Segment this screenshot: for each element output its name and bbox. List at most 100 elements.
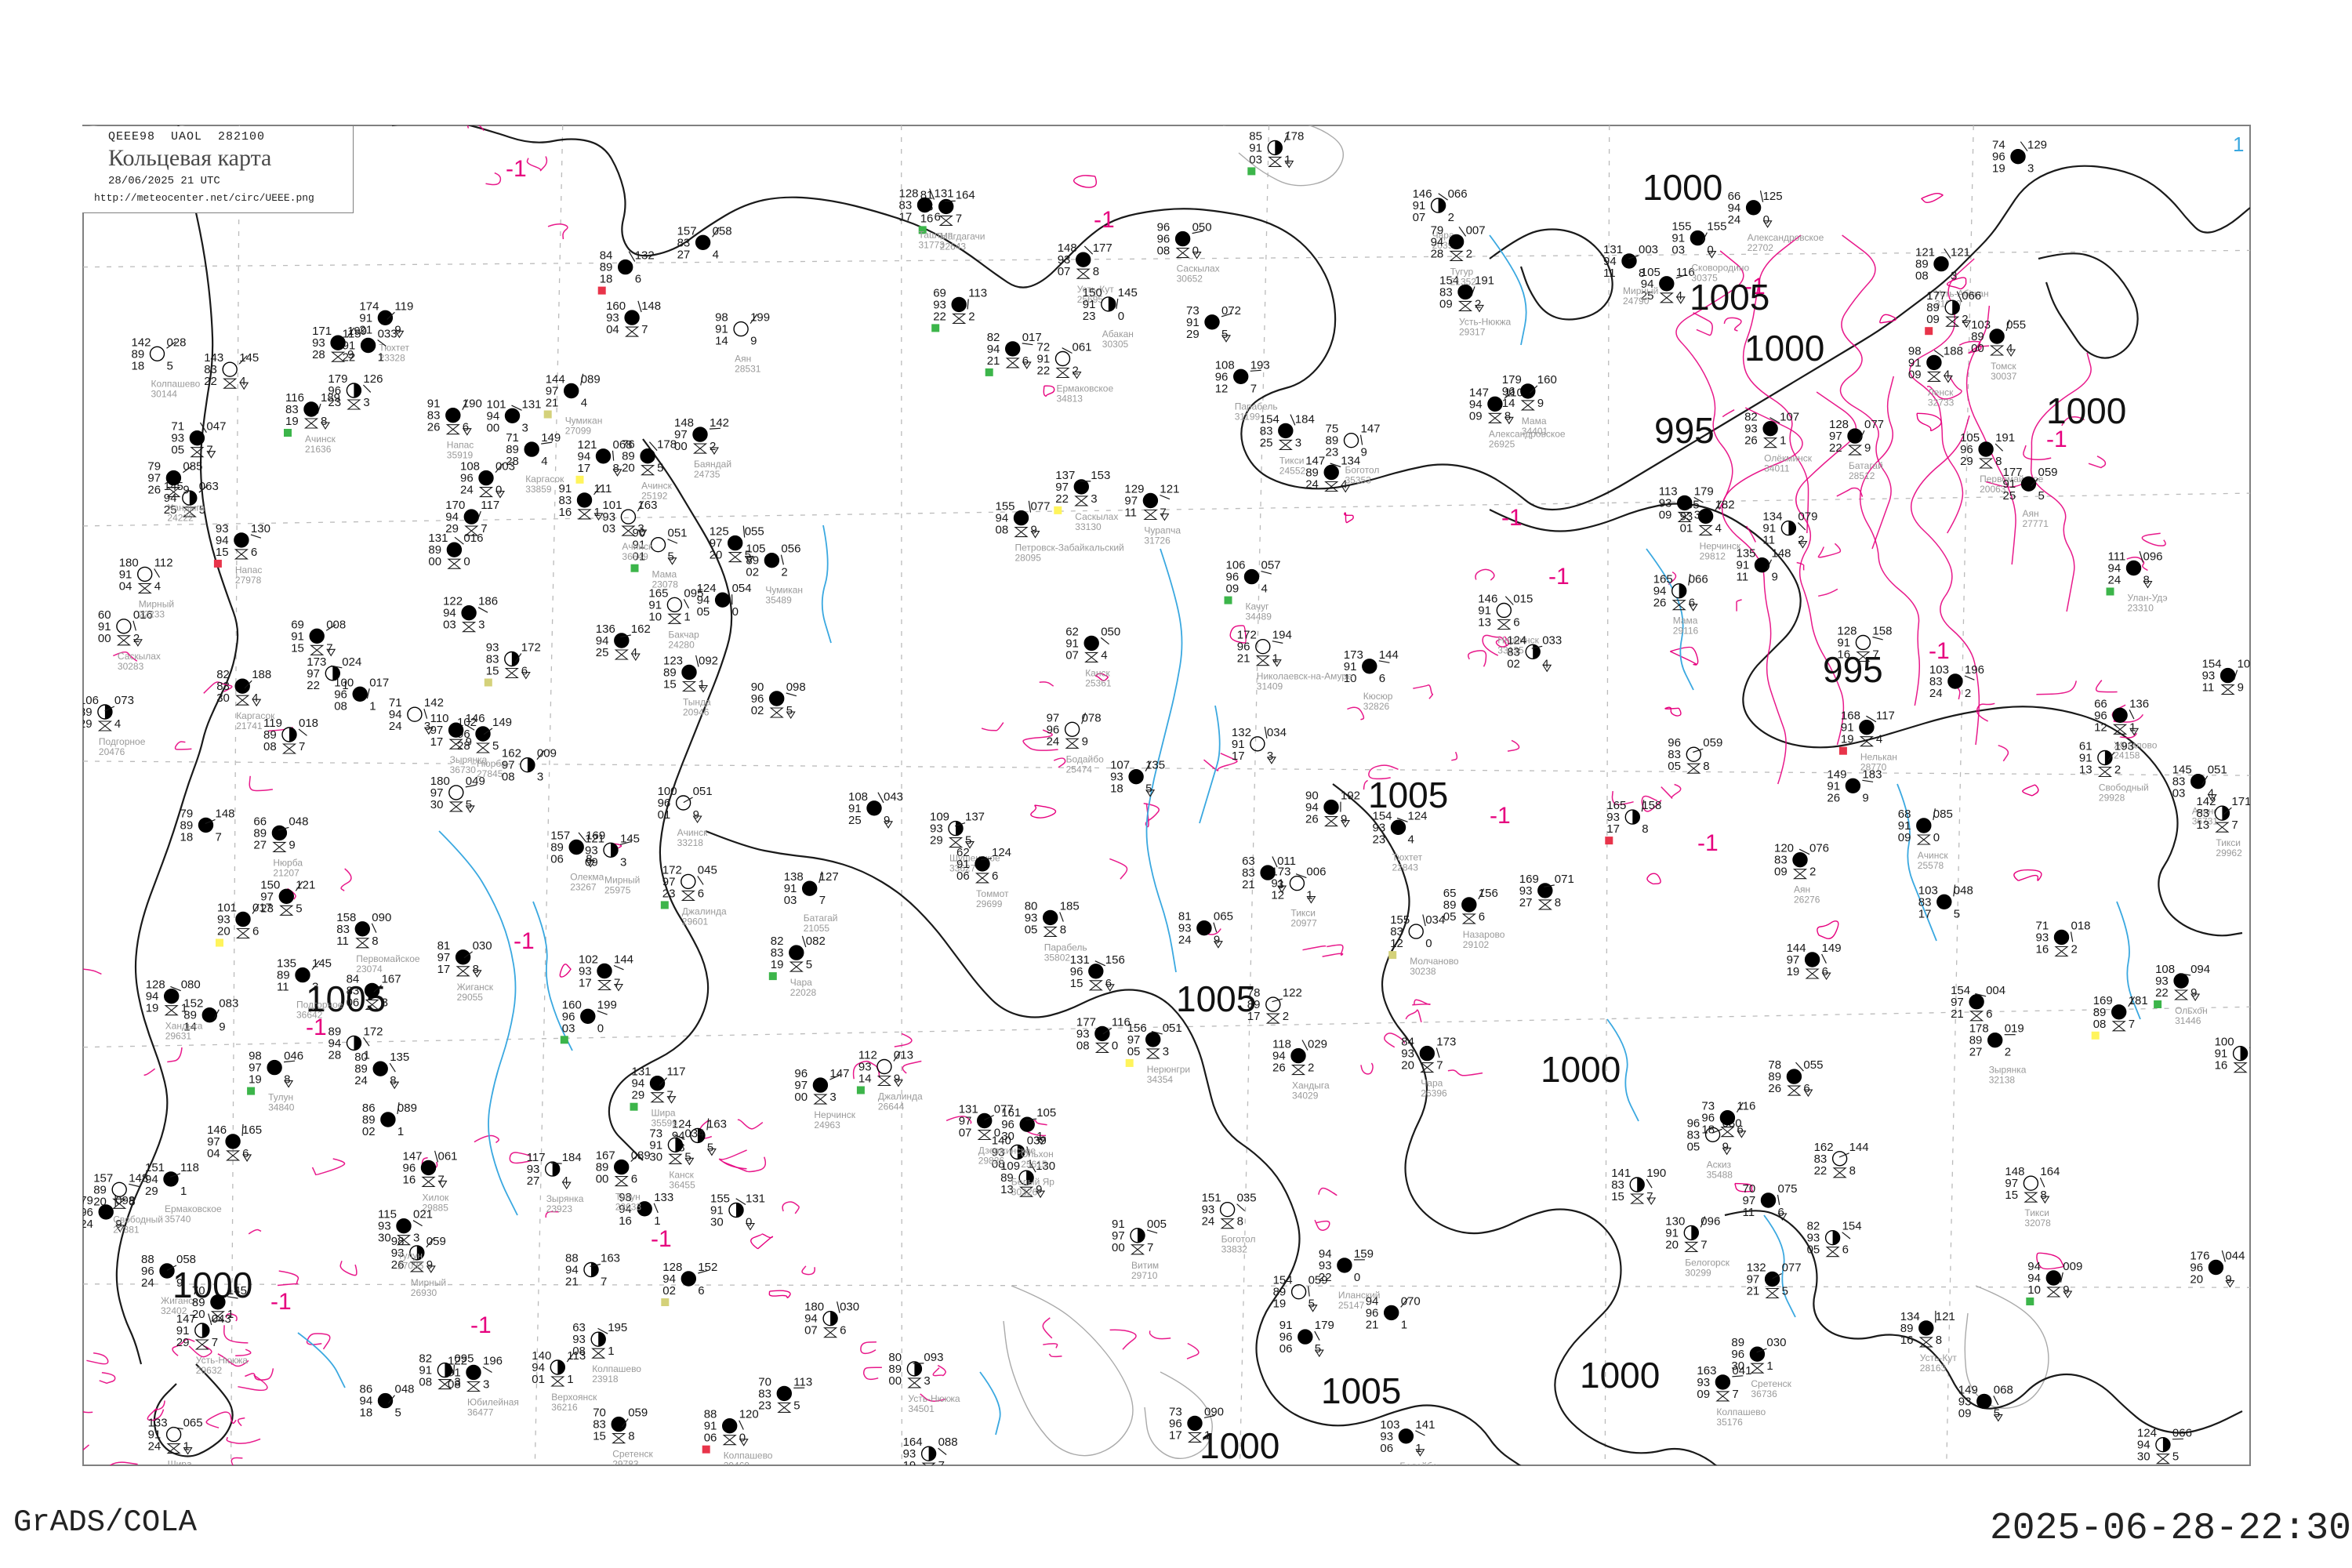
svg-text:5: 5 <box>806 958 812 971</box>
svg-text:Мама: Мама <box>1522 416 1547 426</box>
svg-text:6: 6 <box>631 1173 637 1186</box>
svg-text:24222: 24222 <box>167 513 194 524</box>
svg-text:Витим: Витим <box>1131 1260 1159 1271</box>
svg-text:05: 05 <box>1687 1140 1700 1153</box>
svg-text:089: 089 <box>581 373 601 387</box>
svg-text:145: 145 <box>312 957 332 971</box>
svg-text:22: 22 <box>1055 492 1069 506</box>
svg-text:27: 27 <box>677 248 691 261</box>
svg-text:0: 0 <box>994 1127 1000 1140</box>
svg-text:11: 11 <box>1124 506 1137 520</box>
svg-text:045: 045 <box>698 863 717 877</box>
svg-text:06: 06 <box>347 996 360 1009</box>
svg-text:24552: 24552 <box>1279 465 1306 476</box>
svg-text:24: 24 <box>141 1276 154 1290</box>
svg-text:Дзержинское: Дзержинское <box>978 1145 1036 1156</box>
svg-text:122: 122 <box>1283 986 1302 1000</box>
svg-text:2: 2 <box>968 310 975 323</box>
svg-text:112: 112 <box>154 556 173 569</box>
svg-text:27381: 27381 <box>113 1224 140 1235</box>
svg-text:22028: 22028 <box>790 987 817 998</box>
svg-text:4: 4 <box>1101 648 1107 662</box>
svg-text:9: 9 <box>2238 681 2244 695</box>
svg-text:3: 3 <box>483 1378 489 1392</box>
svg-text:30144: 30144 <box>151 388 178 399</box>
svg-text:7: 7 <box>1700 1238 1707 1251</box>
svg-text:034: 034 <box>1425 913 1445 927</box>
svg-text:25: 25 <box>1260 436 1273 449</box>
svg-text:10: 10 <box>2027 1283 2041 1297</box>
svg-text:25578: 25578 <box>1918 860 1944 871</box>
svg-text:Мама: Мама <box>1673 615 1698 626</box>
svg-text:2: 2 <box>2071 943 2078 956</box>
svg-text:26644: 26644 <box>878 1102 905 1112</box>
svg-text:4: 4 <box>154 579 161 593</box>
svg-text:Джалинда: Джалинда <box>682 906 727 916</box>
svg-text:23: 23 <box>1326 446 1339 459</box>
svg-text:13: 13 <box>2196 818 2209 832</box>
svg-text:088: 088 <box>938 1436 958 1449</box>
svg-text:148: 148 <box>1772 547 1791 561</box>
svg-text:1000: 1000 <box>1744 328 1824 368</box>
svg-text:061: 061 <box>1073 341 1092 354</box>
svg-text:17: 17 <box>1169 1428 1182 1442</box>
svg-text:124: 124 <box>992 846 1011 859</box>
svg-text:6: 6 <box>1513 616 1519 630</box>
svg-text:095: 095 <box>684 586 703 600</box>
svg-text:995: 995 <box>1654 410 1715 451</box>
svg-text:34813: 34813 <box>1057 394 1083 405</box>
svg-text:118: 118 <box>180 1161 199 1174</box>
svg-text:Нелькан: Нелькан <box>1860 752 1897 763</box>
svg-text:03: 03 <box>443 619 456 632</box>
svg-text:9: 9 <box>347 348 354 361</box>
svg-text:29699: 29699 <box>976 898 1003 909</box>
svg-text:Баяндай: Баяндай <box>694 459 731 470</box>
svg-text:08: 08 <box>572 1345 586 1358</box>
svg-text:18: 18 <box>1701 1123 1715 1137</box>
svg-text:17: 17 <box>579 977 592 990</box>
svg-text:0: 0 <box>463 555 470 568</box>
svg-text:23: 23 <box>1373 833 1386 846</box>
svg-text:19: 19 <box>146 1002 159 1015</box>
svg-text:06: 06 <box>704 1432 717 1445</box>
svg-text:065: 065 <box>183 1417 203 1430</box>
svg-text:15: 15 <box>291 641 304 655</box>
svg-text:23923: 23923 <box>546 1203 573 1214</box>
svg-text:36549: 36549 <box>622 551 648 562</box>
svg-text:1000: 1000 <box>1580 1355 1660 1396</box>
svg-text:15: 15 <box>486 665 499 678</box>
svg-text:6: 6 <box>698 1284 704 1298</box>
svg-text:19: 19 <box>1273 1298 1287 1311</box>
svg-text:20476: 20476 <box>99 746 125 757</box>
svg-text:07: 07 <box>804 1324 818 1338</box>
svg-text:28163: 28163 <box>1920 1363 1947 1374</box>
svg-text:35919: 35919 <box>447 450 474 461</box>
svg-text:7: 7 <box>1250 382 1257 395</box>
svg-text:188: 188 <box>252 668 271 681</box>
svg-text:26925: 26925 <box>1489 438 1515 449</box>
svg-text:179: 179 <box>1315 1319 1334 1332</box>
svg-text:15: 15 <box>1070 977 1083 990</box>
svg-text:24: 24 <box>1202 1215 1215 1229</box>
svg-text:043: 043 <box>884 790 903 804</box>
svg-text:09: 09 <box>1469 409 1483 423</box>
svg-text:0: 0 <box>732 605 739 619</box>
svg-text:29812: 29812 <box>1700 550 1726 561</box>
svg-text:28531: 28531 <box>735 364 761 375</box>
svg-text:36477: 36477 <box>467 1407 494 1418</box>
svg-text:31726: 31726 <box>1144 535 1171 546</box>
svg-text:01: 01 <box>658 808 671 822</box>
svg-text:24: 24 <box>389 720 402 733</box>
svg-text:28095: 28095 <box>1015 553 1042 564</box>
svg-text:8: 8 <box>1639 267 1645 280</box>
svg-text:Аян: Аян <box>2023 508 2039 519</box>
svg-text:2: 2 <box>1466 247 1472 260</box>
svg-text:35176: 35176 <box>1716 1417 1743 1428</box>
svg-text:8: 8 <box>372 935 378 948</box>
svg-text:4: 4 <box>1261 583 1268 596</box>
svg-text:018: 018 <box>299 717 318 730</box>
svg-text:059: 059 <box>2038 466 2058 479</box>
svg-text:Нерчинск: Нерчинск <box>1700 540 1741 551</box>
svg-text:4: 4 <box>1408 833 1414 846</box>
svg-text:3: 3 <box>1163 1045 1169 1058</box>
